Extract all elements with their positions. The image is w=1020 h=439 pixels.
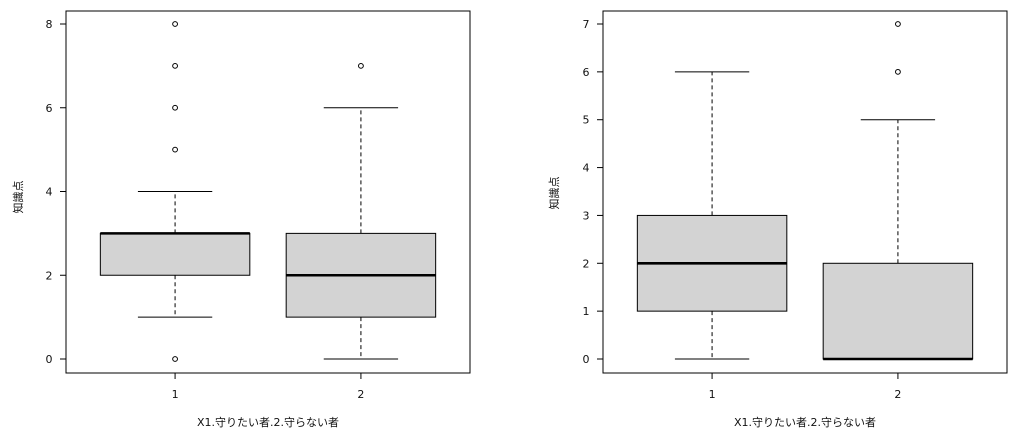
box-group-1 (636, 71, 788, 360)
y-tick-label: 7 (583, 18, 590, 31)
x-axis-title: X1.守りたい者.2.守らない者 (197, 415, 339, 429)
y-tick-label: 5 (583, 114, 590, 127)
outlier-point (895, 68, 901, 75)
box-group-2 (822, 21, 974, 361)
y-tick-label: 4 (583, 162, 590, 175)
y-tick-label: 0 (583, 353, 590, 366)
x-axis-title: X1.守りたい者.2.守らない者 (734, 415, 876, 429)
outlier-point (172, 356, 178, 362)
y-axis-title: 知識点 (547, 177, 561, 210)
box-group-2 (285, 62, 437, 360)
plot-frame (65, 10, 471, 374)
outlier-point (172, 21, 178, 27)
outlier-point (358, 62, 364, 69)
y-axis-title: 知識点 (11, 181, 25, 214)
boxplot-panel-right: 0 1 2 3 4 5 6 7 1 2 X1.守りたい者.2.守らない者 知識点 (547, 10, 1008, 429)
y-tick-label: 0 (46, 353, 53, 366)
boxplot-panel-left: 0 2 4 6 8 1 2 X1.守りたい者.2.守らない者 知識点 (11, 10, 471, 429)
y-tick-label: 4 (46, 186, 53, 199)
y-tick-label: 6 (583, 66, 590, 79)
outlier-point (172, 146, 178, 153)
outlier-point (172, 62, 178, 69)
x-tick-label: 1 (172, 388, 179, 401)
y-tick-label: 1 (583, 305, 590, 318)
box-group-1 (99, 21, 251, 362)
outlier-point (172, 104, 178, 111)
x-tick-label: 2 (357, 388, 364, 401)
y-tick-label: 2 (46, 269, 53, 282)
y-tick-label: 8 (46, 18, 53, 31)
plot-frame (602, 10, 1008, 374)
x-tick-label: 1 (709, 388, 716, 401)
x-tick-label: 2 (894, 388, 901, 401)
outlier-point (895, 21, 901, 27)
y-tick-label: 2 (583, 257, 590, 270)
box-iqr (99, 232, 251, 276)
box-iqr (822, 262, 974, 360)
y-tick-label: 6 (46, 102, 53, 115)
y-tick-label: 3 (583, 209, 590, 222)
